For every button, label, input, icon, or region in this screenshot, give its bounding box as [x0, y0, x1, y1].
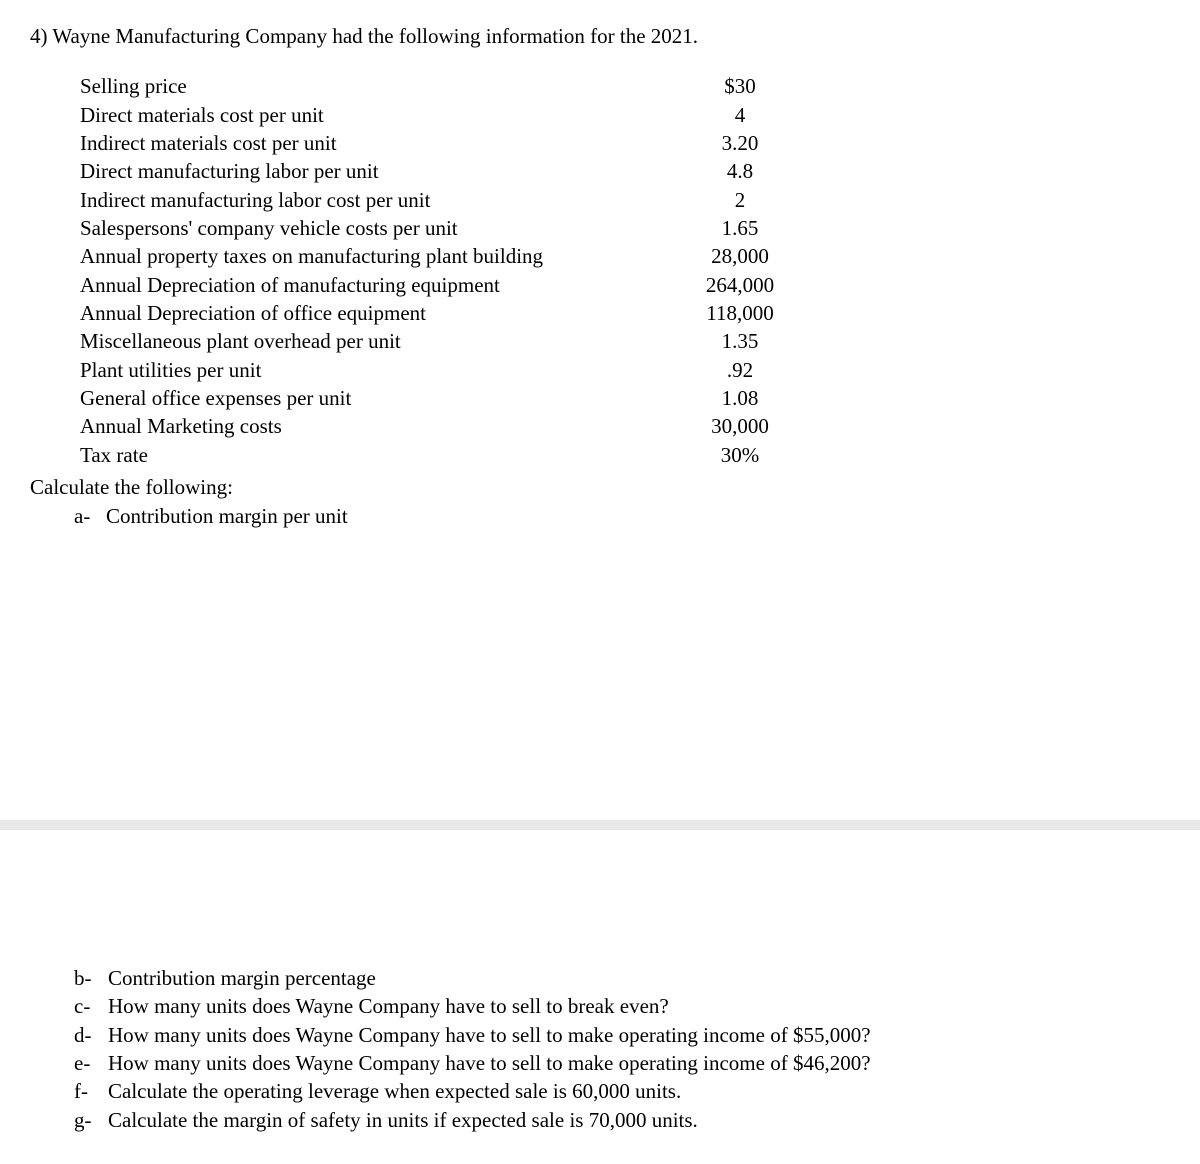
- subpart-text: Contribution margin percentage: [108, 964, 376, 992]
- data-row: Annual property taxes on manufacturing p…: [80, 242, 1170, 270]
- subpart-list: b-Contribution margin percentagec-How ma…: [30, 964, 1170, 1134]
- subpart-text: How many units does Wayne Company have t…: [108, 992, 669, 1020]
- subpart-text: How many units does Wayne Company have t…: [108, 1021, 871, 1049]
- data-value: .92: [670, 356, 810, 384]
- subpart-line: b-Contribution margin percentage: [74, 964, 1170, 992]
- data-value: 28,000: [670, 242, 810, 270]
- data-label: Direct manufacturing labor per unit: [80, 157, 670, 185]
- data-row: Selling price$30: [80, 72, 1170, 100]
- data-value: 118,000: [670, 299, 810, 327]
- subpart-line: c-How many units does Wayne Company have…: [74, 992, 1170, 1020]
- workspace-gap: [30, 530, 1170, 790]
- data-label: Plant utilities per unit: [80, 356, 670, 384]
- data-value: 264,000: [670, 271, 810, 299]
- data-value: $30: [670, 72, 810, 100]
- data-value: 1.35: [670, 327, 810, 355]
- subpart-a: a- Contribution margin per unit: [30, 502, 1170, 530]
- subpart-letter: f-: [74, 1077, 108, 1105]
- data-value: 4.8: [670, 157, 810, 185]
- subpart-line: d-How many units does Wayne Company have…: [74, 1021, 1170, 1049]
- data-label: Miscellaneous plant overhead per unit: [80, 327, 670, 355]
- page-continued: b-Contribution margin percentagec-How ma…: [0, 964, 1200, 1164]
- data-value: 4: [670, 101, 810, 129]
- subpart-text: Calculate the margin of safety in units …: [108, 1106, 698, 1134]
- data-label: Annual property taxes on manufacturing p…: [80, 242, 670, 270]
- data-label: General office expenses per unit: [80, 384, 670, 412]
- data-value: 30,000: [670, 412, 810, 440]
- subpart-line: f-Calculate the operating leverage when …: [74, 1077, 1170, 1105]
- calculate-title: Calculate the following:: [30, 473, 1170, 501]
- data-label: Salespersons' company vehicle costs per …: [80, 214, 670, 242]
- subpart-text: Calculate the operating leverage when ex…: [108, 1077, 681, 1105]
- subpart-line: e-How many units does Wayne Company have…: [74, 1049, 1170, 1077]
- page-divider: [0, 820, 1200, 854]
- data-label: Annual Depreciation of office equipment: [80, 299, 670, 327]
- data-row: Indirect materials cost per unit3.20: [80, 129, 1170, 157]
- data-label: Selling price: [80, 72, 670, 100]
- data-label: Direct materials cost per unit: [80, 101, 670, 129]
- page: 4) Wayne Manufacturing Company had the f…: [0, 0, 1200, 820]
- subpart-letter: a-: [74, 502, 106, 530]
- data-row: Annual Marketing costs30,000: [80, 412, 1170, 440]
- data-table: Selling price$30Direct materials cost pe…: [30, 72, 1170, 469]
- question-title: 4) Wayne Manufacturing Company had the f…: [30, 22, 1170, 50]
- data-value: 1.65: [670, 214, 810, 242]
- data-value: 2: [670, 186, 810, 214]
- data-row: Plant utilities per unit.92: [80, 356, 1170, 384]
- data-label: Annual Marketing costs: [80, 412, 670, 440]
- data-row: Miscellaneous plant overhead per unit1.3…: [80, 327, 1170, 355]
- data-value: 3.20: [670, 129, 810, 157]
- data-row: Annual Depreciation of manufacturing equ…: [80, 271, 1170, 299]
- subpart-text: How many units does Wayne Company have t…: [108, 1049, 871, 1077]
- data-row: Annual Depreciation of office equipment1…: [80, 299, 1170, 327]
- subpart-line: g-Calculate the margin of safety in unit…: [74, 1106, 1170, 1134]
- data-row: Direct manufacturing labor per unit4.8: [80, 157, 1170, 185]
- data-row: Indirect manufacturing labor cost per un…: [80, 186, 1170, 214]
- data-label: Indirect materials cost per unit: [80, 129, 670, 157]
- data-label: Annual Depreciation of manufacturing equ…: [80, 271, 670, 299]
- data-row: Salespersons' company vehicle costs per …: [80, 214, 1170, 242]
- data-value: 30%: [670, 441, 810, 469]
- subpart-letter: e-: [74, 1049, 108, 1077]
- subpart-letter: g-: [74, 1106, 108, 1134]
- data-label: Tax rate: [80, 441, 670, 469]
- data-row: Tax rate30%: [80, 441, 1170, 469]
- subpart-letter: c-: [74, 992, 108, 1020]
- subpart-letter: d-: [74, 1021, 108, 1049]
- subpart-text: Contribution margin per unit: [106, 502, 348, 530]
- subpart-letter: b-: [74, 964, 108, 992]
- data-value: 1.08: [670, 384, 810, 412]
- data-row: General office expenses per unit1.08: [80, 384, 1170, 412]
- data-label: Indirect manufacturing labor cost per un…: [80, 186, 670, 214]
- data-row: Direct materials cost per unit4: [80, 101, 1170, 129]
